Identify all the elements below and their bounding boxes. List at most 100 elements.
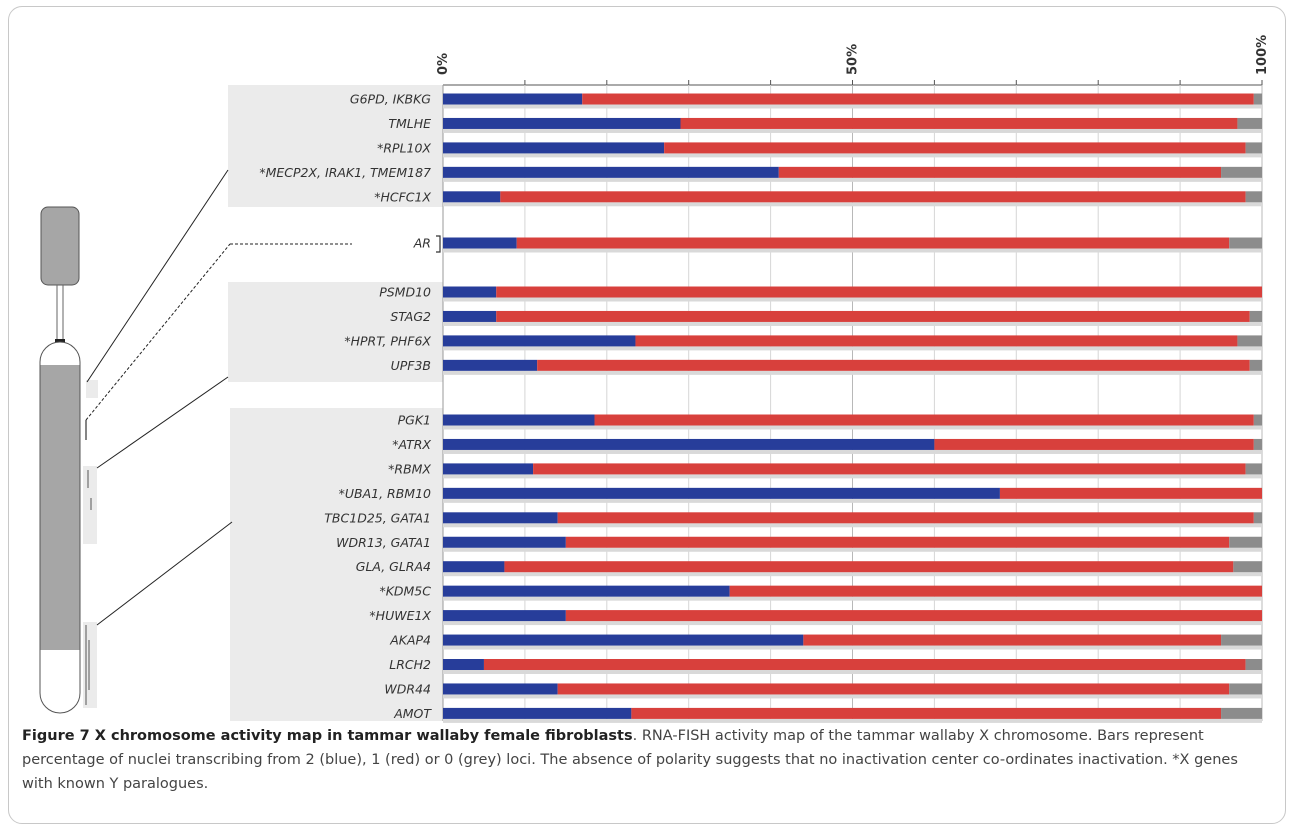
bar-shadow [443,321,1262,326]
bar-segment-two-loci [443,634,804,646]
bar-segment-one-locus [582,93,1254,105]
caption-body: . RNA-FISH activity map of the tammar wa… [22,728,1238,792]
bar-segment-one-locus [557,512,1254,524]
bar-segment-one-locus [999,487,1262,499]
gene-label: *UBA1, RBM10 [339,486,431,501]
bar-shadow [443,498,1262,503]
bar-segment-zero-loci [1229,237,1262,249]
bar-shadow [443,202,1262,207]
tick-label: 50% [846,44,861,75]
locus-marker-2 [83,466,97,544]
bar-segment-zero-loci [1237,335,1262,347]
gene-label: WDR44 [384,681,431,696]
bar-segment-two-loci [443,335,636,347]
bar-segment-one-locus [533,463,1246,475]
bar-segment-zero-loci [1253,414,1262,426]
bar-segment-zero-loci [1245,463,1262,475]
bar-segment-zero-loci [1253,512,1262,524]
bar-segment-zero-loci [1229,683,1262,695]
bar-segment-two-loci [443,585,730,597]
bar-shadow [443,572,1262,577]
bar-shadow [443,547,1262,552]
activity-map-chart: G6PD, IKBKG TMLHE *RPL10X *MECP2X, IRAK1, T… [39,35,1270,723]
bar-segment-zero-loci [1221,166,1262,178]
bar-shadow [443,248,1262,253]
bar-shadow [443,523,1262,528]
bar-segment-one-locus [594,414,1254,426]
bar-shadow [443,370,1262,375]
gene-label: LRCH2 [389,657,431,672]
bar-segment-zero-loci [1249,310,1262,322]
bar-segment-zero-loci [1253,438,1262,450]
bar-shadow [443,645,1262,650]
caption-title: Figure 7 X chromosome activity map in ta… [22,728,633,744]
bar-segment-two-loci [443,707,632,719]
ar-bracket [436,235,441,253]
bar-segment-two-loci [443,561,505,573]
gene-label: PGK1 [398,413,431,428]
bar-shadow [443,621,1262,626]
bar-shadow [443,153,1262,158]
bar-segment-one-locus [664,142,1246,154]
bar-segment-zero-loci [1249,359,1262,371]
bar-shadow [443,425,1262,430]
bar-shadow [443,177,1262,182]
bar-segment-two-loci [443,610,566,622]
bar-segment-zero-loci [1221,707,1262,719]
bar-segment-one-locus [778,166,1222,178]
bar-shadow [443,596,1262,601]
chromosome-short-arm [40,206,80,286]
bar-segment-two-loci [443,359,538,371]
gene-label: *HUWE1X [369,608,431,623]
gene-label: UPF3B [391,358,431,373]
bar-segment-zero-loci [1229,536,1262,548]
gene-label: *MECP2X, IRAK1, TMEM187 [259,165,431,180]
group-panel-4 [230,408,443,721]
gene-label: AKAP4 [389,633,431,648]
gene-label: *KDM5C [379,584,431,599]
bar-shadow [443,297,1262,302]
tick-label: 100% [1255,35,1270,75]
bar-segment-two-loci [443,659,484,670]
gene-label: GLA, GLRA4 [356,559,431,574]
bar-segment-two-loci [443,512,558,524]
bar-segment-two-loci [443,438,935,450]
gene-label: PSMD10 [379,285,431,300]
gene-label: WDR13, GATA1 [336,535,431,550]
gene-label: *RBMX [388,461,431,476]
bar-segment-one-locus [565,536,1230,548]
bar-segment-two-loci [443,463,534,475]
bar-shadow [443,449,1262,454]
bar-segment-one-locus [635,335,1238,347]
bar-shadow [443,104,1262,109]
bar-segment-two-loci [443,487,1000,499]
bar-segment-two-loci [443,142,665,154]
bar-segment-two-loci [443,166,779,178]
bar-segment-two-loci [443,536,566,548]
bar-shadow [443,474,1262,479]
tick-label: 0% [436,53,451,75]
locus-marker-1 [86,380,98,398]
bar-segment-one-locus [496,286,1262,298]
bar-segment-two-loci [443,117,681,129]
bar-segment-two-loci [443,93,583,105]
bar-shadow [443,718,1262,723]
locus-marker-3 [83,622,97,708]
bar-shadow [443,694,1262,699]
gene-labels: G6PD, IKBKG TMLHE *RPL10X *MECP2X, IRAK1, T… [259,92,432,721]
gene-label: TBC1D25, GATA1 [324,510,431,525]
gene-label: *ATRX [392,437,431,452]
bar-segment-two-loci [443,237,517,249]
bar-segment-one-locus [680,117,1238,129]
bar-segment-one-locus [500,191,1246,203]
bar-segment-one-locus [504,561,1234,573]
bar-segment-zero-loci [1237,117,1262,129]
gene-label: STAG2 [390,309,431,324]
bar-segment-zero-loci [1245,659,1262,670]
bars [443,93,1262,723]
gene-label: *HPRT, PHF6X [344,333,431,348]
bar-segment-one-locus [631,707,1222,719]
gene-label: AR [413,236,431,251]
bar-segment-two-loci [443,310,497,322]
bar-segment-one-locus [516,237,1230,249]
